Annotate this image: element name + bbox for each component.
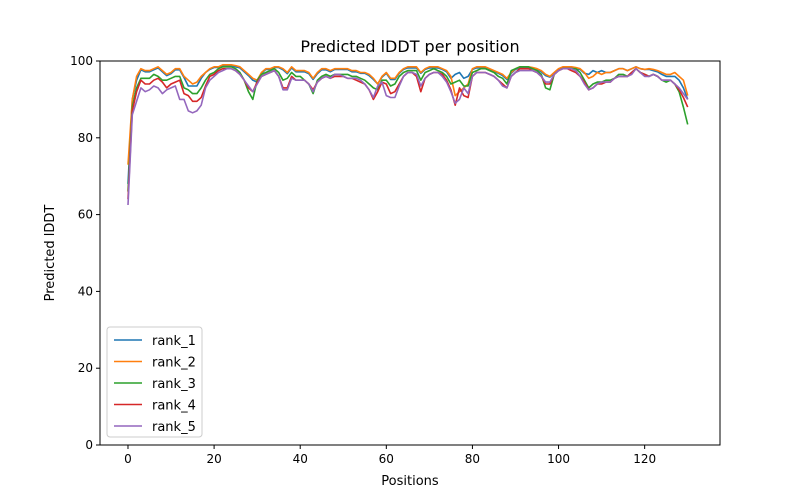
y-tick-label: 100 xyxy=(70,54,93,68)
legend-label: rank_4 xyxy=(152,399,196,414)
series-line-rank_3 xyxy=(127,66,689,192)
legend-label: rank_2 xyxy=(152,356,196,371)
x-tick-label: 100 xyxy=(547,452,570,466)
y-tick-label: 60 xyxy=(78,208,93,222)
x-tick-label: 120 xyxy=(633,452,656,466)
plot-frame xyxy=(99,60,721,446)
x-tick-label: 60 xyxy=(379,452,394,466)
x-tick-label: 0 xyxy=(124,452,132,466)
legend-label: rank_5 xyxy=(152,420,196,435)
series-line-rank_5 xyxy=(127,67,689,206)
series-line-rank_4 xyxy=(127,67,689,200)
chart-title: Predicted lDDT per position xyxy=(300,37,519,56)
x-tick-label: 80 xyxy=(465,452,480,466)
series-line-rank_2 xyxy=(127,64,689,165)
x-tick-label: 20 xyxy=(206,452,221,466)
legend-label: rank_1 xyxy=(152,334,196,349)
legend: rank_1 rank_2 rank_3 rank_4 rank_5 xyxy=(106,326,203,438)
x-tick-label: 40 xyxy=(293,452,308,466)
y-tick-label: 80 xyxy=(78,131,93,145)
x-axis-label: Positions xyxy=(381,474,439,489)
legend-box xyxy=(106,326,203,438)
y-tick-label: 40 xyxy=(78,284,93,298)
legend-label: rank_3 xyxy=(152,377,196,392)
y-tick-label: 0 xyxy=(85,438,93,452)
y-tick-label: 20 xyxy=(78,361,93,375)
y-axis-label: Predicted lDDT xyxy=(43,205,58,302)
